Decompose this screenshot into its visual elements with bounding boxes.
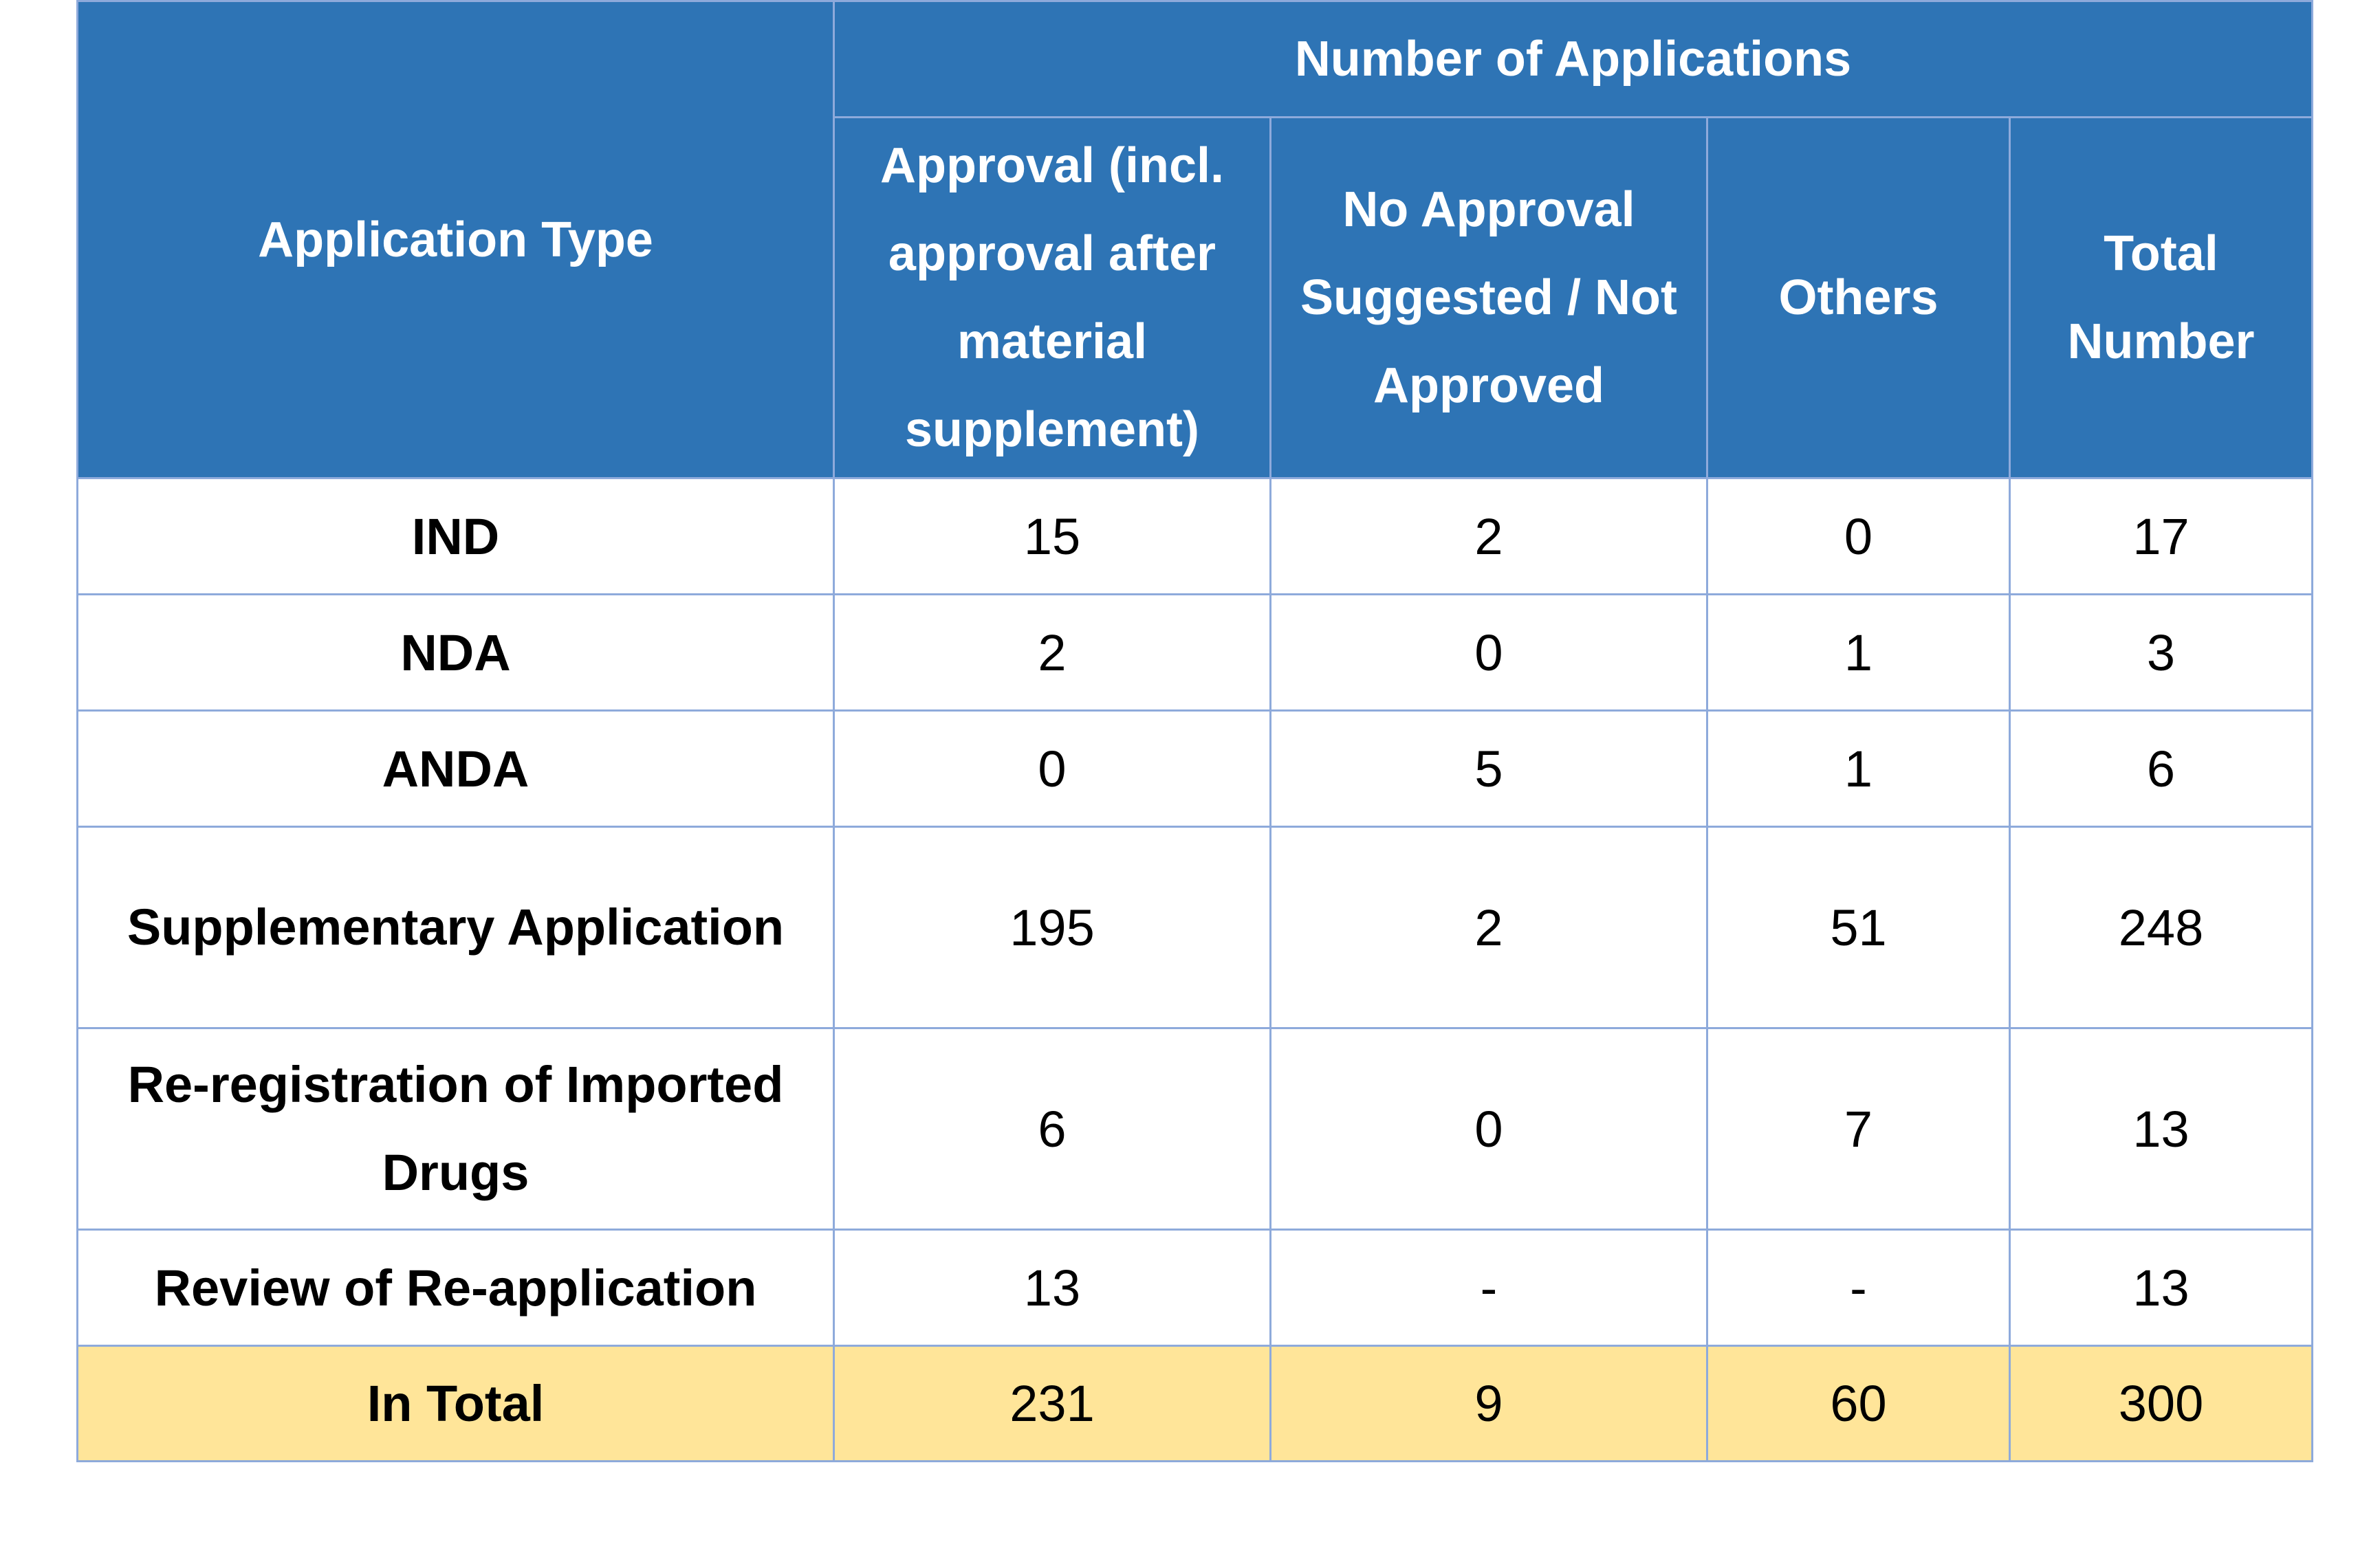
cell-no-approval: 0: [1269, 593, 1708, 712]
header-application-type: Application Type: [76, 0, 835, 479]
row-label: Re-registration of Imported Drugs: [76, 1027, 835, 1231]
cell-approval: 6: [833, 1027, 1271, 1231]
row-label: Review of Re-application: [76, 1229, 835, 1347]
row-label: ANDA: [76, 709, 835, 828]
total-number: 300: [2009, 1345, 2313, 1462]
cell-total: 13: [2009, 1027, 2313, 1231]
cell-no-approval: 0: [1269, 1027, 1708, 1231]
header-total-number: Total Number: [2009, 116, 2313, 479]
cell-approval: 13: [833, 1229, 1271, 1347]
cell-others: 0: [1706, 477, 2011, 595]
table-row: Re-registration of Imported Drugs 6 0 7 …: [76, 1027, 2313, 1231]
cell-total: 248: [2009, 826, 2313, 1029]
cell-others: 7: [1706, 1027, 2011, 1231]
header-approval: Approval (incl. approval after material …: [833, 116, 1271, 479]
cell-others: 1: [1706, 709, 2011, 828]
cell-others: 1: [1706, 593, 2011, 712]
cell-approval: 195: [833, 826, 1271, 1029]
table-row: ANDA 0 5 1 6: [76, 709, 2313, 828]
cell-no-approval: 2: [1269, 477, 1708, 595]
cell-no-approval: -: [1269, 1229, 1708, 1347]
cell-no-approval: 5: [1269, 709, 1708, 828]
row-label: NDA: [76, 593, 835, 712]
header-others: Others: [1706, 116, 2011, 479]
cell-total: 17: [2009, 477, 2313, 595]
row-label: IND: [76, 477, 835, 595]
total-label: In Total: [76, 1345, 835, 1462]
total-no-approval: 9: [1269, 1345, 1708, 1462]
table-row: Supplementary Application 195 2 51 248: [76, 826, 2313, 1029]
table-row: IND 15 2 0 17: [76, 477, 2313, 595]
table-header: Application Type Number of Applications …: [76, 0, 2313, 479]
cell-no-approval: 2: [1269, 826, 1708, 1029]
row-label: Supplementary Application: [76, 826, 835, 1029]
total-others: 60: [1706, 1345, 2011, 1462]
cell-total: 6: [2009, 709, 2313, 828]
applications-table: Application Type Number of Applications …: [76, 0, 2313, 1462]
cell-others: -: [1706, 1229, 2011, 1347]
total-approval: 231: [833, 1345, 1271, 1462]
cell-total: 13: [2009, 1229, 2313, 1347]
header-number-of-applications: Number of Applications: [833, 0, 2313, 118]
cell-approval: 2: [833, 593, 1271, 712]
table-body: IND 15 2 0 17 NDA 2 0 1 3 ANDA 0 5 1 6: [76, 477, 2313, 1462]
table-row: Review of Re-application 13 - - 13: [76, 1229, 2313, 1347]
cell-approval: 0: [833, 709, 1271, 828]
total-row: In Total 231 9 60 300: [76, 1345, 2313, 1462]
header-row-group: Application Type Number of Applications: [76, 0, 2313, 479]
header-no-approval: No Approval Suggested / Not Approved: [1269, 116, 1708, 479]
cell-approval: 15: [833, 477, 1271, 595]
table-row: NDA 2 0 1 3: [76, 593, 2313, 712]
applications-table-container: Application Type Number of Applications …: [76, 0, 2313, 1462]
cell-others: 51: [1706, 826, 2011, 1029]
header-row-columns: Approval (incl. approval after material …: [78, 116, 2313, 479]
cell-total: 3: [2009, 593, 2313, 712]
